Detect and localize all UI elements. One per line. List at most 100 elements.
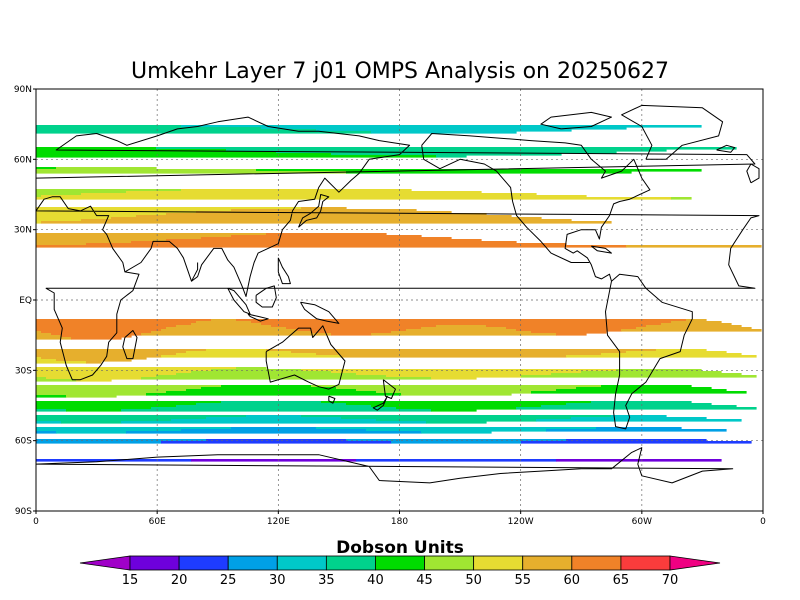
ozone-band-cell [36,209,232,212]
coastline-iceland [716,144,736,153]
colorbar-swatch [129,555,180,571]
lat-tick-label: 30S [15,366,32,376]
lat-tick-label: 90N [14,85,32,95]
ozone-band-cell [36,359,57,362]
ozone-band-cell [36,361,87,364]
ozone-band-cell [176,353,317,356]
colorbar-label: 60 [564,573,581,588]
ozone-band-cell [56,431,127,434]
ozone-band-cell [671,197,692,200]
colorbar-label: 35 [318,573,335,588]
coastline-borneo [255,285,277,308]
ozone-band-cell [356,459,557,462]
ozone-band-cell [196,321,252,324]
ozone-band-cell [536,419,742,422]
ozone-band-cell [656,349,707,352]
ozone-band-cell [36,371,192,374]
colorbar-label: 45 [416,573,433,588]
latitude-axis: 90N 60N 30N EQ 30S 60S 90S [14,85,36,517]
ozone-band-cell [36,193,82,196]
ozone-band-cell [341,355,567,358]
ozone-band-cell [36,417,207,420]
ozone-band-cell [36,393,147,396]
ozone-band-cell [621,329,762,332]
ozone-band-cell [36,355,162,358]
ozone-band-cell [36,241,132,244]
ozone-band-cell [311,385,602,388]
ozone-band-cell [156,147,737,150]
ozone-band-cell [36,375,157,378]
lon-tick-label: 60E [149,517,166,527]
ozone-band-cell [301,415,612,418]
ozone-band-cell [36,351,187,354]
ozone-band-cell [36,153,332,156]
ozone-band-cell [86,243,567,246]
ozone-band-cell [166,391,377,394]
colorbar-label: 30 [269,573,286,588]
ozone-band-cell [431,409,477,412]
ozone-band-cell [231,235,422,238]
coastline-arctic-islands [540,111,612,130]
ozone-band-cell [36,353,177,356]
ozone-band-cell [36,349,207,352]
ozone-band-cell [36,155,437,158]
ozone-band-cell [66,409,122,412]
ozone-band-cell [36,207,302,210]
ozone-band-cell [36,405,177,408]
ozone-band-cell [56,359,132,362]
ozone-band-cell [36,245,627,248]
ozone-band-cell [36,219,82,222]
ozone-band-cell [391,331,532,334]
ozone-band-cell [426,421,487,424]
ozone-band-cell [61,421,122,424]
ozone-band-cell [36,389,187,392]
ozone-band-cell [36,385,222,388]
map-title: Umkehr Layer 7 j01 OMPS Analysis on 2025… [131,59,669,84]
ozone-band-cell [376,391,532,394]
ozone-band-cell [86,361,102,364]
colorbar-label: 25 [220,573,237,588]
ozone-band-cell [126,191,482,194]
ozone-band-cell [36,189,182,192]
ozone-band-cell [161,329,297,332]
coastline-west-coast [421,145,590,263]
ozone-band-cell [541,405,737,408]
coastline-antarctica [36,447,734,484]
ozone-band-cell [271,325,437,328]
ozone-band-cell [181,429,367,432]
ozone-band-cell [36,243,87,246]
ozone-band-cell [36,407,152,410]
ozone-band-cell [436,325,487,328]
ozone-band-cell [171,419,377,422]
ozone-band-cell [311,331,392,334]
ozone-band-cell [36,367,237,370]
ozone-band-cell [36,221,42,224]
lat-tick-label: 60S [15,437,32,447]
colorbar-swatch [276,555,327,571]
colorbar-label: 55 [514,573,531,588]
ozone-band-cell [141,333,332,336]
coastline-arabia-india-gap [191,262,199,282]
ozone-band-cell [556,333,587,336]
ozone-band-cell [36,409,67,412]
ozone-band-cell [36,327,167,330]
coastline-cuba [590,245,612,254]
ozone-band-cell [36,235,232,238]
ozone-band-cell [211,319,237,322]
colorbar-label: 40 [367,573,384,588]
ozone-band-cell [41,195,587,198]
coastline-tasmania [328,395,336,404]
ozone-band-cell [286,327,422,330]
ozone-band-cell [191,323,262,326]
ozone-band-cell [346,439,567,442]
ozone-band-cell [291,351,627,354]
coastline-japan [298,194,330,228]
colorbar-label: 20 [171,573,188,588]
ozone-band-cell [371,333,557,336]
coastline-philippines [277,257,291,285]
ozone-band-cell [36,323,192,326]
ozone-band-cell [181,125,702,128]
colorbar-swatch [325,555,376,571]
ozone-band-cell [36,237,202,240]
ozone-band-cell [686,319,707,322]
